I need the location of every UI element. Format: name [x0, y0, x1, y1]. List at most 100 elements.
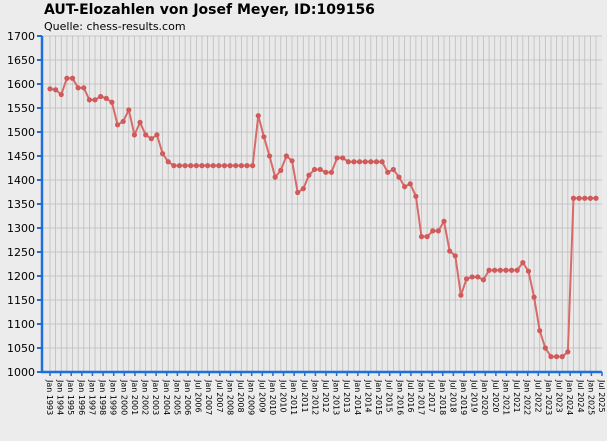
y-tick-label: 1050	[7, 342, 35, 355]
data-point	[283, 153, 290, 159]
data-point	[407, 181, 413, 187]
y-tick-label: 1350	[7, 198, 35, 211]
data-point	[148, 136, 154, 142]
data-point	[508, 267, 515, 273]
data-point	[452, 253, 458, 259]
data-point	[587, 195, 593, 201]
data-point	[114, 122, 121, 128]
data-point	[244, 163, 250, 169]
data-point	[216, 163, 222, 169]
grid	[42, 35, 602, 373]
x-tick-label: Jan 2012	[310, 379, 319, 415]
y-tick-label: 1600	[7, 78, 35, 91]
data-point	[497, 267, 503, 273]
data-point	[205, 163, 211, 169]
y-tick-label: 1550	[7, 102, 35, 115]
x-tick-label: Jul 2007	[215, 379, 224, 413]
data-point	[120, 118, 126, 125]
data-point	[542, 345, 548, 351]
x-tick-label: Jan 2016	[395, 379, 404, 415]
x-tick-label: Jan 1993	[45, 379, 54, 415]
data-point	[137, 119, 143, 125]
x-tick-label: Jan 1997	[87, 379, 96, 415]
data-point	[103, 95, 109, 101]
x-tick-label: Jan 2017	[417, 379, 426, 415]
data-point	[261, 134, 267, 140]
data-point	[92, 97, 98, 103]
data-point	[469, 274, 475, 280]
x-tick-label: Jul 2011	[300, 379, 309, 413]
x-tick-label: Jul 2017	[427, 379, 436, 413]
x-tick-label: Jul 2024	[576, 379, 585, 413]
x-tick-label: Jan 1996	[77, 379, 86, 415]
chart-title: AUT-Elozahlen von Josef Meyer, ID:109156	[44, 2, 375, 18]
y-tick-label: 1100	[7, 318, 35, 331]
x-tick-label: Jan 1994	[56, 379, 65, 415]
data-point	[492, 267, 498, 273]
data-point	[182, 163, 188, 169]
data-point	[430, 228, 436, 234]
x-tick-label: Jan 2025	[586, 379, 595, 415]
y-tick-label: 1500	[7, 126, 35, 139]
data-point	[402, 184, 408, 190]
data-point	[53, 87, 59, 93]
x-tick-label: Jul 2018	[448, 379, 457, 413]
data-point	[176, 163, 183, 169]
x-tick-label: Jan 2007	[204, 379, 213, 415]
y-tick-label: 1000	[7, 366, 35, 379]
data-point	[250, 163, 256, 169]
data-point	[385, 169, 391, 175]
data-point	[311, 166, 318, 173]
data-point	[300, 186, 306, 192]
data-point	[582, 195, 588, 201]
y-tick-label: 1200	[7, 270, 35, 283]
data-point	[537, 328, 543, 334]
data-point	[576, 195, 582, 201]
data-point	[323, 169, 329, 175]
data-point	[362, 159, 368, 165]
data-point	[356, 159, 363, 165]
data-point	[109, 99, 115, 105]
data-point	[188, 163, 194, 169]
x-tick-label: Jul 2010	[279, 379, 288, 413]
data-point	[390, 166, 396, 173]
data-point	[210, 163, 216, 169]
x-tick-label: Jan 2020	[480, 379, 489, 415]
data-point	[317, 166, 323, 173]
x-tick-label: Jan 2008	[225, 379, 234, 415]
data-point	[238, 163, 244, 169]
x-tick-label: Jan 2018	[438, 379, 447, 415]
data-point	[227, 163, 233, 169]
data-point	[69, 75, 76, 81]
data-point	[441, 218, 447, 224]
data-point	[475, 274, 481, 280]
x-tick-label: Jul 2022	[533, 379, 542, 413]
data-point	[553, 354, 560, 360]
data-point	[514, 267, 520, 273]
data-point	[75, 85, 81, 91]
x-tick-label: Jan 2006	[183, 379, 192, 415]
x-tick-label: Jul 2015	[385, 379, 394, 413]
data-point	[463, 276, 470, 282]
x-tick-label: Jan 2010	[268, 379, 277, 415]
data-point	[424, 234, 430, 240]
x-tick-label: Jul 2021	[512, 379, 521, 413]
data-point	[306, 172, 312, 178]
data-point	[548, 354, 554, 360]
x-tick-label: Jul 2009	[257, 379, 266, 413]
data-point	[447, 248, 453, 254]
data-point	[351, 159, 357, 165]
data-point	[396, 174, 402, 180]
data-point	[165, 159, 171, 165]
data-point	[154, 132, 160, 138]
x-tick-label: Jan 2021	[501, 379, 510, 415]
data-point	[593, 195, 599, 201]
axes	[37, 35, 603, 376]
data-point	[379, 159, 385, 165]
x-tick-label: Jul 2006	[194, 379, 203, 413]
data-point	[193, 163, 199, 169]
data-point	[368, 159, 374, 165]
data-point	[131, 132, 138, 138]
x-tick-label: Jul 2019	[470, 379, 479, 413]
